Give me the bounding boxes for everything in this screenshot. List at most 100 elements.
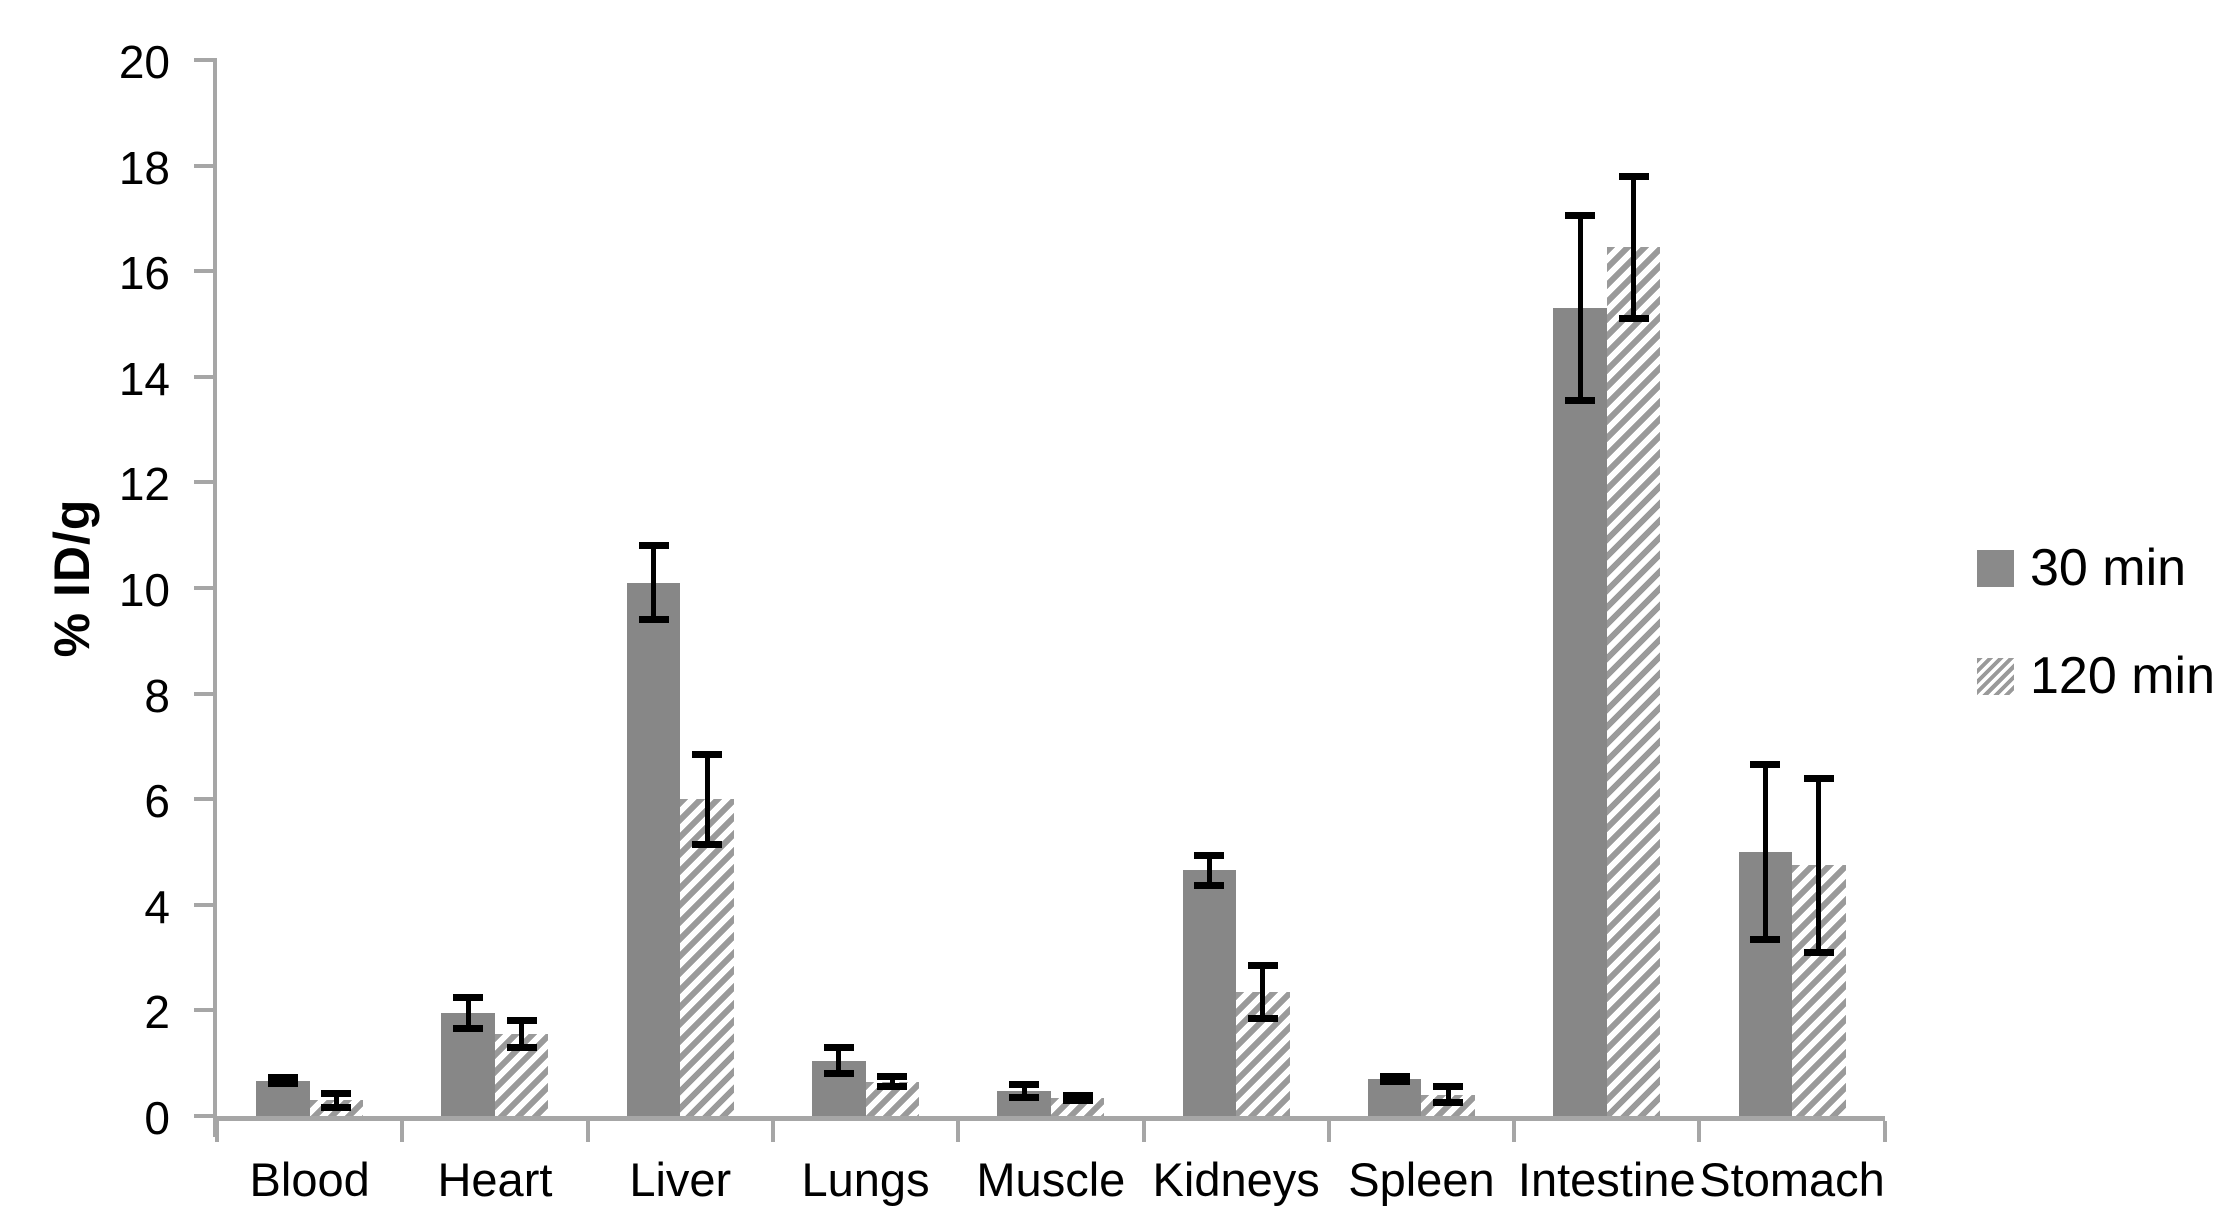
y-tick-mark <box>194 902 213 907</box>
x-tick-mark <box>1512 1121 1517 1142</box>
error-bar-cap-top <box>877 1072 908 1080</box>
error-bar-cap-top <box>506 1016 537 1024</box>
x-category-label: Lungs <box>801 1153 930 1206</box>
y-tick-label: 16 <box>118 247 170 300</box>
error-bar-cap-bottom <box>1618 315 1649 323</box>
error-bar-cap-top <box>1009 1081 1040 1089</box>
error-bar-cap-top <box>1379 1073 1410 1081</box>
error-bar-cap-top <box>1247 962 1278 970</box>
error-bar-cap-top <box>453 993 484 1001</box>
y-tick-label: 20 <box>118 36 170 88</box>
y-tick-label: 6 <box>144 775 170 828</box>
x-category-label: Heart <box>437 1153 553 1206</box>
bar-120min-liver <box>680 799 734 1116</box>
y-tick-label: 2 <box>144 986 170 1039</box>
solid-swatch-icon <box>1977 549 2014 587</box>
error-bar-cap-top <box>1062 1091 1093 1099</box>
error-bar-cap-bottom <box>1803 948 1834 956</box>
y-tick-mark <box>194 269 213 274</box>
error-bar-cap-bottom <box>453 1025 484 1033</box>
error-bar-cap-bottom <box>692 840 722 848</box>
error-bar-cap-bottom <box>823 1070 854 1078</box>
y-tick-mark <box>194 797 213 802</box>
hatched-swatch-icon <box>1977 657 2014 695</box>
y-tick-label: 12 <box>118 458 170 511</box>
x-category-label: Spleen <box>1348 1153 1495 1206</box>
x-tick-mark <box>215 1121 219 1142</box>
y-tick-label: 18 <box>118 141 170 194</box>
error-bar-whisker <box>1260 965 1266 1019</box>
error-bar-cap-bottom <box>1009 1094 1040 1102</box>
error-bar-whisker <box>1445 1086 1451 1103</box>
y-tick-mark <box>194 1008 213 1013</box>
error-bar-whisker <box>704 754 710 845</box>
x-tick-mark <box>585 1121 590 1142</box>
error-bar-cap-bottom <box>638 616 669 624</box>
x-category-label: Stomach <box>1699 1153 1885 1206</box>
y-tick-mark <box>194 1114 213 1118</box>
y-tick-mark <box>194 163 213 168</box>
legend-item-30min: 30 min <box>1977 538 2186 598</box>
bar-30min-spleen <box>1367 1079 1422 1116</box>
error-bar-cap-bottom <box>506 1044 537 1052</box>
y-tick-mark <box>194 691 213 696</box>
error-bar-cap-bottom <box>1062 1097 1093 1105</box>
error-bar-whisker <box>1762 764 1768 940</box>
x-tick-mark <box>770 1121 775 1142</box>
error-bar-whisker <box>1206 855 1212 886</box>
x-axis <box>213 1116 1885 1121</box>
error-bar-whisker <box>1577 215 1583 401</box>
y-tick-mark <box>194 374 213 379</box>
error-bar-cap-top <box>1750 761 1781 769</box>
error-bar-cap-top <box>267 1074 298 1082</box>
error-bar-cap-bottom <box>1379 1077 1410 1085</box>
x-category-label: Muscle <box>976 1153 1126 1206</box>
error-bar-cap-top <box>1194 852 1225 860</box>
error-bar-cap-bottom <box>877 1083 908 1091</box>
legend-label: 120 min <box>2030 647 2215 705</box>
x-category-label: Intestine <box>1517 1153 1696 1206</box>
error-bar-cap-top <box>638 542 669 550</box>
error-bar-whisker <box>1816 778 1822 953</box>
error-bar-whisker <box>836 1047 842 1074</box>
error-bar-cap-top <box>1433 1083 1464 1091</box>
x-category-label: Blood <box>249 1153 370 1206</box>
error-bar-cap-bottom <box>1433 1099 1464 1107</box>
error-bar-cap-bottom <box>1247 1014 1278 1022</box>
error-bar-cap-top <box>823 1043 854 1051</box>
error-bar-cap-top <box>692 750 722 758</box>
x-tick-mark <box>400 1121 405 1142</box>
error-bar-whisker <box>1631 176 1636 319</box>
bar-120min-intestine <box>1606 247 1661 1116</box>
error-bar-cap-bottom <box>267 1079 298 1087</box>
y-tick-label: 10 <box>118 564 170 616</box>
y-tick-mark <box>194 58 213 62</box>
error-bar-whisker <box>333 1093 339 1107</box>
error-bar-cap-top <box>1803 774 1834 782</box>
error-bar-cap-top <box>321 1089 352 1097</box>
x-tick-mark <box>1697 1121 1702 1142</box>
y-tick-label: 4 <box>144 880 170 933</box>
y-tick-label: 0 <box>144 1092 170 1144</box>
bar-30min-liver <box>626 582 681 1116</box>
error-bar-whisker <box>1021 1084 1027 1098</box>
x-tick-mark <box>1882 1121 1887 1142</box>
error-bar-cap-bottom <box>1750 935 1781 943</box>
error-bar-cap-bottom <box>1565 397 1595 405</box>
x-tick-mark <box>1326 1121 1331 1142</box>
y-axis <box>213 58 217 1137</box>
x-category-label: Kidneys <box>1152 1153 1320 1206</box>
legend-label: 30 min <box>2030 539 2187 597</box>
y-tick-label: 8 <box>144 669 170 722</box>
error-bar-whisker <box>651 545 656 620</box>
y-tick-mark <box>194 480 213 485</box>
bar-30min-kidneys <box>1182 870 1237 1116</box>
error-bar-cap-top <box>1618 172 1649 180</box>
y-tick-mark <box>194 586 213 590</box>
error-bar-whisker <box>519 1020 525 1048</box>
x-tick-mark <box>956 1121 961 1142</box>
x-tick-mark <box>1141 1121 1146 1142</box>
error-bar-whisker <box>465 997 471 1029</box>
error-bar-whisker <box>889 1076 895 1087</box>
